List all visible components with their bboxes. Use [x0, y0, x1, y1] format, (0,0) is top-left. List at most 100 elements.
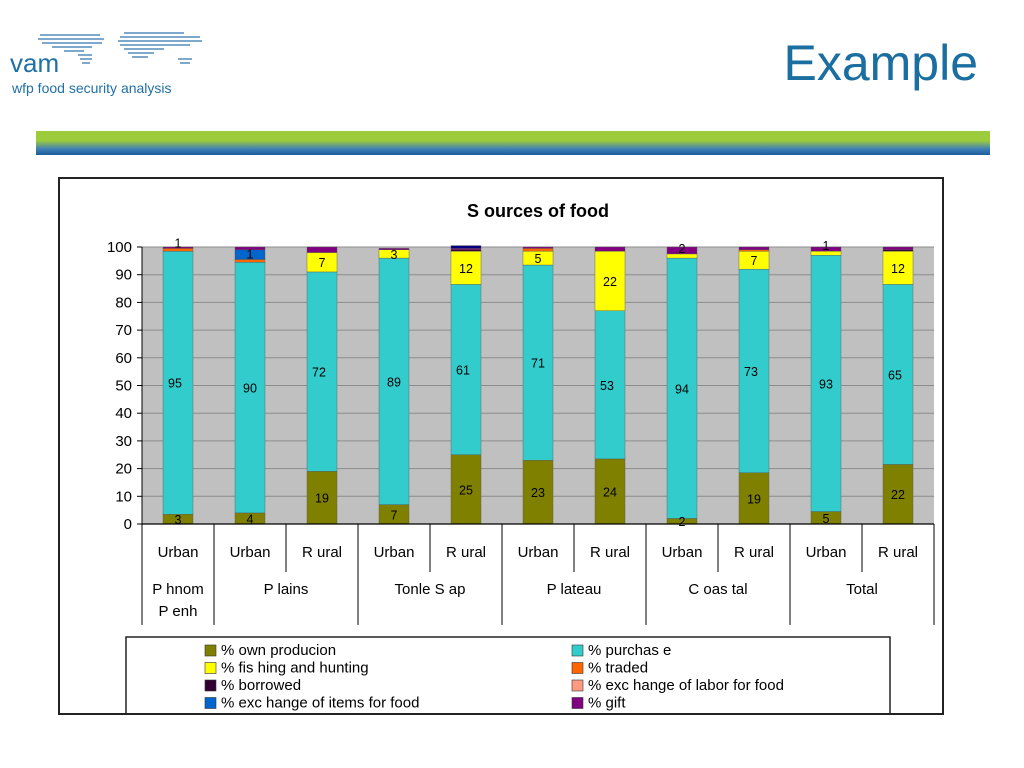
bar-segment	[450, 245, 482, 249]
data-label: 73	[744, 365, 758, 379]
legend-label: % own producion	[221, 642, 336, 659]
legend-swatch	[204, 644, 217, 657]
x-tick-label: Urban	[158, 544, 199, 561]
bar-segment	[234, 246, 266, 250]
legend-label: % exc hange of items for food	[221, 695, 419, 712]
bar-segment	[810, 255, 842, 512]
data-label: 7	[391, 508, 398, 522]
group-label: Total	[846, 581, 878, 598]
bar-segment	[594, 250, 626, 311]
data-label: 22	[603, 275, 617, 289]
data-label: 65	[888, 368, 902, 382]
bar-segment	[882, 250, 914, 285]
y-tick-label: 100	[107, 239, 132, 256]
legend-label: % purchas e	[588, 642, 671, 659]
bar-segment	[450, 454, 482, 525]
group-label: P lains	[264, 581, 309, 598]
data-label: 2	[679, 515, 686, 529]
legend-swatch	[204, 679, 217, 692]
y-tick-label: 90	[115, 267, 132, 284]
group-label: C oas tal	[688, 581, 747, 598]
bar-segment	[378, 248, 410, 250]
bar-segment	[450, 249, 482, 252]
group-label: P lateau	[547, 581, 602, 598]
legend-swatch	[204, 697, 217, 709]
bar-segment	[162, 250, 194, 515]
x-tick-label: R ural	[446, 544, 486, 561]
x-tick-label: Urban	[374, 544, 415, 561]
bar-segment	[594, 458, 626, 525]
legend-label: % gift	[588, 695, 626, 712]
bar-segment	[522, 264, 554, 461]
x-tick-label: Urban	[518, 544, 559, 561]
bar-segment	[162, 246, 194, 249]
legend-label: % exc hange of labor for food	[588, 677, 784, 694]
data-label: 1	[247, 247, 254, 261]
data-label: 94	[675, 382, 689, 396]
data-label: 19	[747, 492, 761, 506]
data-label: 7	[319, 256, 326, 270]
bar-segment	[378, 257, 410, 505]
data-label: 89	[387, 375, 401, 389]
bar-segment	[450, 248, 482, 250]
data-label: 90	[243, 382, 257, 396]
slide-title: Example	[783, 35, 978, 91]
stacked-bar-chart: S ources of food 0 10 20 30 40 50 60 70 80 90 100 3 9…	[107, 201, 935, 713]
y-tick-label: 10	[115, 488, 132, 505]
data-label: 61	[456, 364, 470, 378]
data-label: 72	[312, 366, 326, 380]
data-label: 24	[603, 485, 617, 499]
y-tick-label: 40	[115, 405, 132, 422]
data-label: 3	[175, 513, 182, 527]
data-label: 5	[535, 252, 542, 266]
bar-segment	[450, 250, 482, 285]
bar-segment	[882, 246, 914, 250]
bar-segment	[306, 271, 338, 472]
y-tick-label: 70	[115, 322, 132, 339]
data-label: 71	[531, 357, 545, 371]
legend-swatch	[204, 662, 217, 674]
y-tick-label: 60	[115, 350, 132, 367]
data-label: 2	[679, 242, 686, 256]
legend-label: % fis hing and hunting	[221, 660, 369, 677]
logo-subtitle: wfp food security analysis	[12, 80, 172, 96]
bar-segment	[882, 284, 914, 465]
data-label: 22	[891, 488, 905, 502]
data-label: 1	[823, 239, 830, 253]
bar-segment	[594, 310, 626, 460]
bar-segment	[738, 246, 770, 250]
x-tick-label: R ural	[734, 544, 774, 561]
data-label: 7	[751, 254, 758, 268]
logo-text: vam	[10, 48, 60, 78]
y-tick-label: 80	[115, 294, 132, 311]
bar-segment	[522, 248, 554, 252]
vam-logo: vam wfp food security analysis	[8, 28, 208, 100]
data-label: 12	[459, 262, 473, 276]
bar-segment	[666, 246, 698, 255]
legend-label: % borrowed	[221, 677, 301, 694]
y-tick-label: 0	[124, 516, 132, 533]
legend-swatch	[571, 697, 584, 709]
data-label: 95	[168, 377, 182, 391]
group-label: P hnom	[152, 581, 203, 598]
data-label: 1	[175, 236, 182, 250]
bar-segment	[594, 246, 626, 252]
bar-segment	[522, 246, 554, 249]
x-tick-label: R ural	[302, 544, 342, 561]
bar-segment	[306, 246, 338, 253]
bar-segment	[882, 249, 914, 252]
x-tick-label: Urban	[230, 544, 271, 561]
legend-swatch	[571, 679, 584, 692]
data-label: 19	[315, 492, 329, 506]
group-label: P enh	[159, 603, 198, 620]
legend-box	[125, 636, 891, 713]
x-tick-label: Urban	[662, 544, 703, 561]
bar-segment	[522, 460, 554, 525]
bar-segment	[666, 257, 698, 519]
y-tick-label: 20	[115, 461, 132, 478]
bar-segment	[738, 249, 770, 252]
group-label: Tonle S ap	[395, 581, 466, 598]
data-label: 3	[391, 248, 398, 262]
x-tick-label: Urban	[806, 544, 847, 561]
data-label: 5	[823, 512, 830, 526]
